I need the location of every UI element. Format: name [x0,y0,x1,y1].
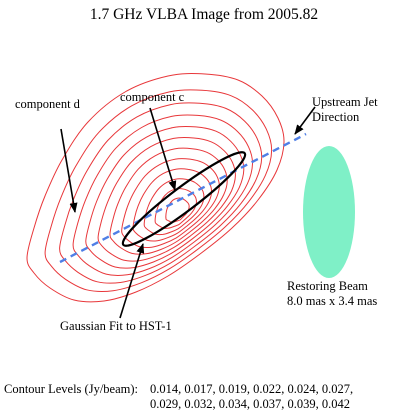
contour-levels-line2: 0.029, 0.032, 0.034, 0.037, 0.039, 0.042 [150,397,350,411]
component-d-arrow [60,128,78,213]
component-c-label: component c [120,90,185,104]
jet-direction-line [59,132,307,264]
figure-title: 1.7 GHz VLBA Image from 2005.82 [90,6,318,23]
contour-line [97,136,236,262]
component-c-arrow [149,107,177,191]
restoring-beam-label-line1: Restoring Beam [287,279,368,293]
contour-line [59,102,263,284]
contour-line [109,147,228,255]
contour-levels-line1: 0.014, 0.017, 0.019, 0.022, 0.024, 0.027… [150,382,353,396]
contour-line [72,114,254,276]
jet-direction-arrow [294,106,316,135]
contour-line [154,187,197,229]
contour-map [26,73,285,303]
component-d-label: component d [15,97,81,111]
restoring-beam-label-line2: 8.0 mas x 3.4 mas [287,294,377,308]
contour-line [85,125,245,269]
contour-levels-prefix: Contour Levels (Jy/beam): [4,382,138,396]
jet-direction-label-line2: Direction [312,110,360,124]
gaussian-fit-arrow [119,243,145,319]
contour-line [26,73,285,303]
jet-direction-label-line1: Upstream Jet [312,95,378,109]
gaussian-fit-label: Gaussian Fit to HST-1 [60,319,172,333]
contour-line [44,89,273,292]
gaussian-fit-ellipse [121,151,247,247]
restoring-beam-ellipse [303,146,355,278]
